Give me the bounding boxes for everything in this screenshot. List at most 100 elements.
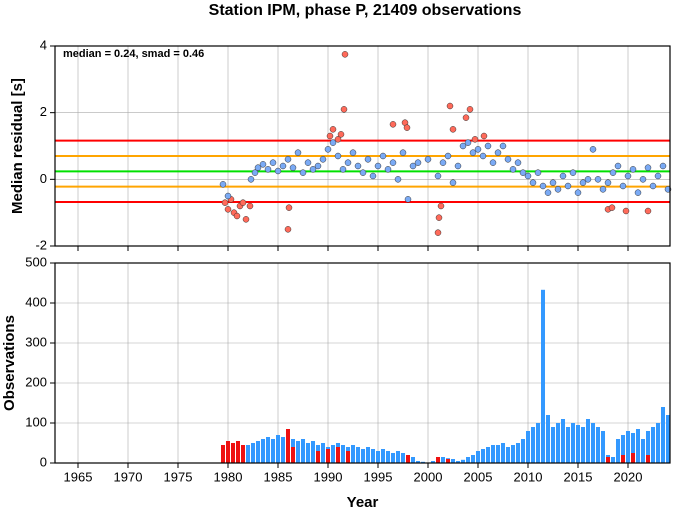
bar	[666, 415, 670, 463]
point	[524, 172, 532, 180]
bar	[621, 455, 625, 463]
point	[403, 124, 411, 131]
point	[599, 186, 607, 193]
point	[326, 132, 334, 140]
point	[459, 142, 467, 150]
point	[329, 126, 337, 133]
point	[289, 164, 297, 171]
point	[484, 142, 492, 150]
bar	[266, 437, 270, 463]
bar	[586, 419, 590, 463]
point	[564, 182, 572, 190]
point	[629, 166, 637, 173]
point	[579, 179, 587, 186]
point	[449, 126, 457, 133]
x-tick-label: 1980	[214, 469, 243, 484]
point	[489, 159, 497, 166]
point	[319, 156, 327, 163]
y-tick-label: 0	[40, 454, 47, 469]
point	[434, 172, 442, 180]
bar	[531, 427, 535, 463]
bar	[336, 447, 340, 463]
point	[251, 169, 259, 176]
point	[224, 192, 232, 200]
y-tick-label: 500	[25, 254, 47, 269]
point	[480, 132, 488, 140]
point	[274, 167, 282, 175]
bar	[351, 445, 355, 463]
point	[364, 156, 372, 163]
point	[314, 162, 322, 170]
annotation: median = 0.24, smad = 0.46	[63, 48, 204, 60]
bar	[591, 423, 595, 463]
point	[242, 216, 250, 223]
bar	[376, 451, 380, 463]
point	[334, 152, 342, 160]
bar	[661, 407, 665, 463]
bar	[231, 443, 235, 463]
bar	[456, 461, 460, 463]
bar	[646, 455, 650, 463]
bar	[416, 461, 420, 463]
point	[389, 121, 397, 128]
point	[284, 156, 292, 163]
point	[334, 136, 342, 143]
point	[604, 179, 612, 186]
point	[224, 206, 232, 213]
point	[644, 164, 652, 171]
point	[608, 204, 616, 211]
bar	[651, 427, 655, 463]
point	[499, 142, 507, 150]
point	[354, 162, 362, 170]
point	[369, 172, 377, 180]
bar	[476, 451, 480, 463]
x-tick-label: 2010	[514, 469, 543, 484]
y-tick-label: 4	[40, 37, 47, 52]
bar	[296, 441, 300, 463]
bar	[396, 451, 400, 463]
point	[649, 182, 657, 190]
point	[462, 114, 470, 121]
bar	[386, 451, 390, 463]
point	[329, 139, 337, 146]
point	[434, 229, 442, 236]
bar	[431, 461, 435, 463]
point	[259, 161, 267, 168]
point	[654, 172, 662, 180]
bar	[486, 447, 490, 463]
bar	[276, 435, 280, 463]
bar	[511, 445, 515, 463]
bar	[441, 457, 445, 463]
point	[340, 106, 348, 113]
point	[519, 169, 527, 176]
bar	[361, 449, 365, 463]
point	[594, 176, 602, 183]
bar	[236, 441, 240, 463]
point	[324, 146, 332, 153]
point	[239, 199, 247, 206]
point	[534, 169, 542, 176]
bar	[356, 447, 360, 463]
bar	[571, 423, 575, 463]
bar	[471, 455, 475, 463]
bar	[286, 429, 290, 463]
bar	[371, 449, 375, 463]
bar	[256, 441, 260, 463]
bar	[631, 433, 635, 463]
point	[584, 176, 592, 183]
bar	[541, 289, 545, 463]
bar	[656, 423, 660, 463]
point	[254, 164, 262, 171]
y-axis-label: Median residual [s]	[9, 78, 26, 214]
bar	[406, 455, 410, 463]
bar	[411, 457, 415, 463]
bar	[546, 415, 550, 463]
bar	[496, 445, 500, 463]
chart-title: Station IPM, phase P, 21409 observations	[209, 2, 522, 19]
point	[454, 162, 462, 170]
bar	[551, 427, 555, 463]
bar	[596, 427, 600, 463]
point	[404, 196, 412, 203]
bar	[526, 431, 530, 463]
